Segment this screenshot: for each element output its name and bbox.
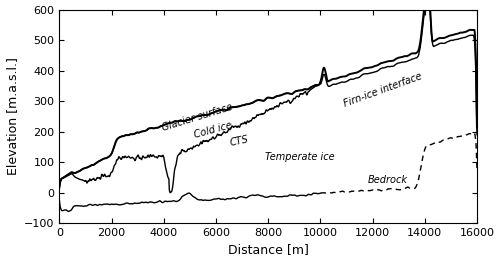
Text: Firn-ice interface: Firn-ice interface [342, 72, 423, 109]
Text: Cold ice: Cold ice [193, 120, 234, 140]
Text: Temperate ice: Temperate ice [264, 152, 334, 162]
X-axis label: Distance [m]: Distance [m] [228, 243, 308, 256]
Text: Glacier surface: Glacier surface [161, 101, 234, 132]
Y-axis label: Elevation [m.a.s.l.]: Elevation [m.a.s.l.] [6, 57, 18, 175]
Text: CTS: CTS [229, 134, 250, 148]
Text: Bedrock: Bedrock [368, 175, 408, 185]
